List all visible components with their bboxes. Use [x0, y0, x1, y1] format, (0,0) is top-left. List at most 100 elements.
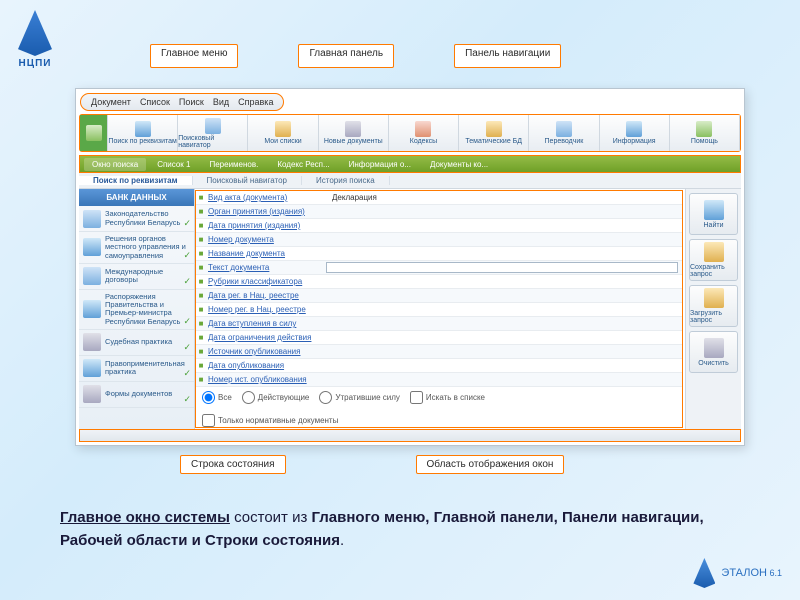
filter-check-1[interactable]: Только нормативные документы [202, 414, 676, 427]
bullet-icon: ■ [196, 207, 206, 216]
sidebar-icon-2 [83, 267, 101, 285]
toolbar-icon-3 [275, 121, 291, 137]
nav-tab-5[interactable]: Документы ко... [422, 158, 496, 171]
form-label-1[interactable]: Орган принятия (издания) [206, 207, 326, 216]
logo-bottom-ver: 6.1 [769, 568, 782, 578]
callout-statusbar: Строка состояния [180, 455, 286, 474]
check-icon: ✓ [183, 394, 191, 405]
logo-top: НЦПИ [18, 10, 52, 69]
side-btn-label-1: Сохранить запрос [690, 264, 737, 278]
form-label-9[interactable]: Дата вступления в силу [206, 319, 326, 328]
form-row-9: ■Дата вступления в силу [196, 317, 682, 331]
form-row-4: ■Название документа [196, 247, 682, 261]
sidebar-item-4[interactable]: Судебная практика✓ [79, 330, 194, 356]
logo-top-label: НЦПИ [18, 58, 52, 69]
menu-document[interactable]: Документ [87, 97, 135, 107]
sidebar-icon-3 [83, 300, 101, 318]
nav-tab-1[interactable]: Список 1 [149, 158, 198, 171]
side-btn-0[interactable]: Найти [689, 193, 738, 235]
bullet-icon: ■ [196, 277, 206, 286]
bullet-icon: ■ [196, 291, 206, 300]
sidebar-item-5[interactable]: Правоприменительная практика✓ [79, 356, 194, 382]
callout-display-area: Область отображения окон [416, 455, 565, 474]
form-label-6[interactable]: Рубрики классификатора [206, 277, 326, 286]
form-label-10[interactable]: Дата ограничения действия [206, 333, 326, 342]
menu-view[interactable]: Вид [209, 97, 233, 107]
side-btn-icon-0 [704, 200, 724, 220]
toolbar-btn-8[interactable]: Информация [600, 115, 670, 151]
toolbar-btn-2[interactable]: Поисковый навигатор [178, 115, 248, 151]
form-label-13[interactable]: Номер ист. опубликования [206, 375, 326, 384]
form-label-2[interactable]: Дата принятия (издания) [206, 221, 326, 230]
toolbar-btn-3[interactable]: Мои списки [248, 115, 318, 151]
toolbar-btn-0[interactable] [80, 115, 108, 151]
sidebar-header: БАНК ДАННЫХ [79, 189, 194, 206]
callouts-bottom: Строка состояния Область отображения око… [180, 455, 564, 474]
callout-main-panel: Главная панель [298, 44, 394, 68]
toolbar-icon-7 [556, 121, 572, 137]
toolbar-label-2: Поисковый навигатор [178, 135, 247, 149]
sidebar-item-6[interactable]: Формы документов✓ [79, 382, 194, 408]
form-label-8[interactable]: Номер рег. в Нац. реестре [206, 305, 326, 314]
form-row-12: ■Дата опубликования [196, 359, 682, 373]
subtab-req[interactable]: Поиск по реквизитам [79, 176, 193, 185]
side-btn-icon-3 [704, 338, 724, 358]
caption-mid: состоит из [230, 509, 312, 526]
filter-radio-0[interactable]: Все [202, 391, 232, 404]
bullet-icon: ■ [196, 319, 206, 328]
menu-search[interactable]: Поиск [175, 97, 208, 107]
side-btn-icon-2 [704, 288, 724, 308]
form-row-6: ■Рубрики классификатора [196, 275, 682, 289]
form-label-7[interactable]: Дата рег. в Нац. реестре [206, 291, 326, 300]
nav-tab-0[interactable]: Окно поиска [84, 158, 146, 171]
sidebar-icon-6 [83, 385, 101, 403]
toolbar-icon-9 [696, 121, 712, 137]
bullet-icon: ■ [196, 263, 206, 272]
toolbar-btn-9[interactable]: Помощь [670, 115, 740, 151]
sidebar-item-2[interactable]: Международные договоры✓ [79, 264, 194, 290]
toolbar-btn-7[interactable]: Переводчик [529, 115, 599, 151]
sidebar-item-1[interactable]: Решения органов местного управления и са… [79, 232, 194, 264]
form-label-12[interactable]: Дата опубликования [206, 361, 326, 370]
form-row-11: ■Источник опубликования [196, 345, 682, 359]
form-value-0: Декларация [326, 193, 682, 202]
nav-tab-4[interactable]: Информация о... [341, 158, 419, 171]
nav-tab-3[interactable]: Кодекс Респ... [269, 158, 337, 171]
subtab-history[interactable]: История поиска [302, 176, 390, 185]
callout-main-menu: Главное меню [150, 44, 238, 68]
toolbar-btn-5[interactable]: Кодексы [389, 115, 459, 151]
side-btn-1[interactable]: Сохранить запрос [689, 239, 738, 281]
sidebar-item-3[interactable]: Распоряжения Правительства и Премьер-мин… [79, 290, 194, 330]
form-input-5[interactable] [326, 262, 678, 273]
form-row-5: ■Текст документа [196, 261, 682, 275]
bullet-icon: ■ [196, 347, 206, 356]
form-label-4[interactable]: Название документа [206, 249, 326, 258]
filter-radio-2[interactable]: Утратившие силу [319, 391, 400, 404]
filter-radio-1[interactable]: Действующие [242, 391, 310, 404]
toolbar-btn-1[interactable]: Поиск по реквизитам [108, 115, 178, 151]
toolbar-icon-1 [135, 121, 151, 137]
form-row-3: ■Номер документа [196, 233, 682, 247]
side-btn-2[interactable]: Загрузить запрос [689, 285, 738, 327]
toolbar-label-8: Информация [613, 138, 656, 145]
bullet-icon: ■ [196, 249, 206, 258]
side-btn-3[interactable]: Очистить [689, 331, 738, 373]
menu-help[interactable]: Справка [234, 97, 277, 107]
form-label-11[interactable]: Источник опубликования [206, 347, 326, 356]
toolbar-label-3: Мои списки [264, 138, 301, 145]
filter-check-0[interactable]: Искать в списке [410, 391, 485, 404]
logo-bottom: ЭТАЛОН 6.1 [693, 558, 782, 588]
toolbar-btn-4[interactable]: Новые документы [319, 115, 389, 151]
sidebar-item-0[interactable]: Законодательство Республики Беларусь✓ [79, 206, 194, 232]
menu-list[interactable]: Список [136, 97, 174, 107]
nav-tab-2[interactable]: Переименов. [201, 158, 266, 171]
toolbar-btn-6[interactable]: Тематические БД [459, 115, 529, 151]
form-label-5[interactable]: Текст документа [206, 263, 326, 272]
side-btn-label-2: Загрузить запрос [690, 310, 737, 324]
check-icon: ✓ [183, 316, 191, 327]
form-label-0[interactable]: Вид акта (документа) [206, 193, 326, 202]
form-label-3[interactable]: Номер документа [206, 235, 326, 244]
app-window: Документ Список Поиск Вид Справка Поиск … [75, 88, 745, 446]
subtab-nav[interactable]: Поисковый навигатор [193, 176, 302, 185]
bullet-icon: ■ [196, 361, 206, 370]
